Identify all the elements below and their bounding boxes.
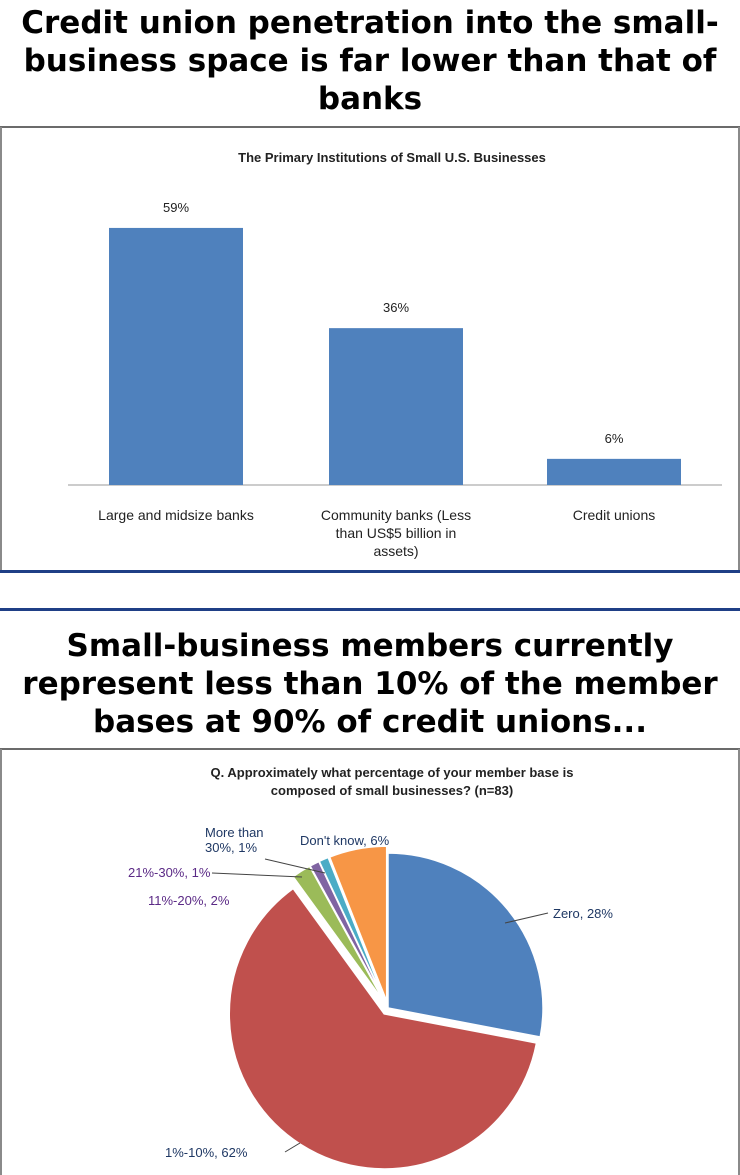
slice-label: 11%-20%, 2% (148, 893, 230, 908)
category-label: Large and midsize banks (98, 507, 254, 523)
frame-left (0, 749, 2, 1175)
pie-chart: Q. Approximately what percentage of your… (128, 765, 613, 1170)
leader-line (504, 912, 549, 924)
slice-label: Don't know, 6% (300, 833, 390, 848)
headline-bottom: Small-business members currently represe… (0, 627, 740, 741)
divider (0, 748, 740, 750)
bar (329, 328, 463, 485)
data-label: 36% (383, 300, 409, 315)
pie-slice (318, 856, 386, 1002)
pie-slice (228, 887, 538, 1170)
frame-left (0, 127, 2, 570)
leader-line (264, 858, 326, 874)
slice-label: Zero, 28% (553, 906, 613, 921)
chart-title: Q. Approximately what percentage of your… (211, 765, 574, 798)
leader-line (284, 1142, 301, 1153)
headline-top: Credit union penetration into the small-… (0, 4, 740, 118)
bar (547, 458, 681, 485)
bar (109, 227, 243, 485)
headline-top-line: banks (317, 81, 423, 117)
slice-label: 21%-30%, 1% (128, 865, 211, 880)
slice-label: More than 30%, 1% (205, 825, 264, 855)
section-divider (0, 608, 740, 611)
pie-slice (387, 852, 544, 1038)
frame-right (738, 749, 740, 1175)
data-label: 59% (163, 200, 189, 215)
slice-label: 1%-10%, 62% (165, 1145, 248, 1160)
category-label: Community banks (Less than US$5 billion i… (321, 507, 471, 559)
headline-top-line: Credit union penetration into the small- (21, 5, 719, 41)
data-label: 6% (605, 431, 624, 446)
headline-bottom-line: bases at 90% of credit unions... (93, 704, 647, 740)
headline-bottom-line: represent less than 10% of the member (22, 666, 718, 702)
category-label: Credit unions (573, 507, 656, 523)
section-divider (0, 570, 740, 573)
headline-top-line: business space is far lower than that of (23, 43, 717, 79)
bar-chart: The Primary Institutions of Small U.S. B… (68, 150, 722, 559)
divider (0, 126, 740, 128)
chart-title: The Primary Institutions of Small U.S. B… (238, 150, 546, 165)
frame-right (738, 127, 740, 570)
headline-bottom-line: Small-business members currently (66, 628, 674, 664)
pie-slice (328, 845, 388, 1002)
leader-line (211, 872, 303, 878)
